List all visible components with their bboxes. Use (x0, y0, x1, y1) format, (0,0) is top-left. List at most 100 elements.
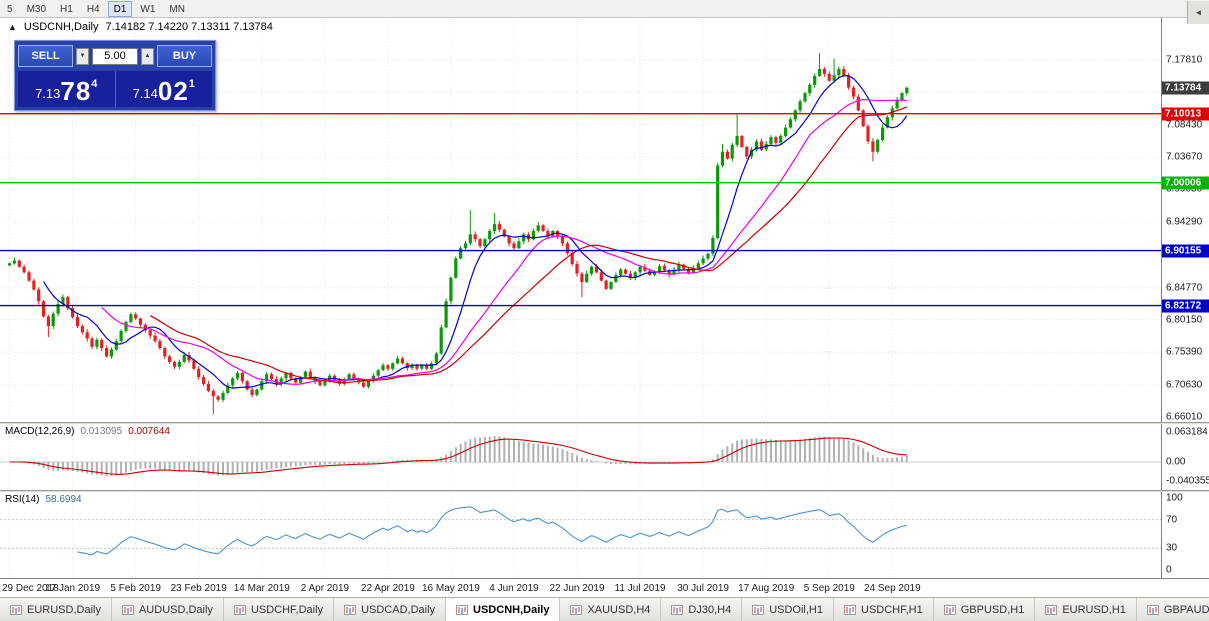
tab-label: XAUUSD,H4 (587, 603, 651, 616)
macd-main-value: 0.013095 (80, 426, 123, 437)
bid-price-big: 78 (60, 76, 92, 106)
date-label: 5 Sep 2019 (803, 583, 855, 594)
pane-divider-rsi[interactable] (0, 490, 1209, 492)
one-click-collapse-icon[interactable]: ▲ (8, 22, 17, 32)
tab-gbpusd-h1[interactable]: GBPUSD,H1 (933, 598, 1036, 621)
tab-label: USDCAD,Daily (361, 603, 436, 616)
pane-divider-macd[interactable] (0, 422, 1209, 424)
rsi-canvas[interactable] (0, 492, 1161, 578)
rsi-axis[interactable]: 100 70 30 0 (1161, 492, 1209, 578)
current-price-badge: 7.13784 (1162, 81, 1209, 95)
chart-tab-icon (844, 604, 856, 615)
price-tick-label: 6.94290 (1166, 216, 1203, 228)
ask-price-sup: 1 (188, 78, 195, 90)
period-button-mn[interactable]: MN (169, 3, 185, 15)
rsi-tick-label: 70 (1166, 514, 1178, 526)
price-tick-label: 6.99050 (1166, 183, 1203, 195)
date-label: 17 Aug 2019 (738, 583, 795, 594)
chart-tab-icon (10, 604, 22, 615)
chart-ohlc-header: ▲ USDCNH,Daily 7.14182 7.14220 7.13311 7… (8, 21, 273, 33)
chart-tab-bar: EURUSD,Daily AUDUSD,Daily USDCHF,Daily USDC… (0, 597, 1209, 621)
date-label: 14 Mar 2019 (233, 583, 290, 594)
ask-price-big: 02 (157, 76, 189, 106)
tab-usdchf-h1[interactable]: USDCHF,H1 (834, 598, 934, 621)
tab-usdcnh-daily[interactable]: USDCNH,Daily (446, 598, 561, 621)
price-tick-label: 6.75390 (1166, 346, 1203, 358)
tab-usdcad-daily[interactable]: USDCAD,Daily (334, 598, 447, 621)
macd-canvas[interactable] (0, 424, 1161, 490)
tab-usdchf-daily[interactable]: USDCHF,Daily (223, 598, 335, 621)
time-axis[interactable]: 29 Dec 2018 17 Jan 2019 5 Feb 2019 23 Feb 2… (0, 578, 1209, 597)
tab-audusd-daily[interactable]: AUDUSD,Daily (111, 598, 224, 621)
date-label: 4 Jun 2019 (489, 583, 539, 594)
rsi-tick-label: 0 (1166, 564, 1172, 576)
tab-eurusd-daily[interactable]: EURUSD,Daily (0, 598, 112, 621)
main-chart-pane[interactable]: ▲ USDCNH,Daily 7.14182 7.14220 7.13311 7… (0, 18, 1161, 422)
price-tick-label: 7.17810 (1166, 54, 1203, 66)
macd-signal-value: 0.007644 (128, 426, 170, 437)
candles-down (17, 66, 875, 415)
tab-scroll-left-button[interactable]: ◄ (1187, 1, 1209, 24)
volume-increase-button[interactable]: ▲ (141, 47, 154, 65)
price-tick-label: 6.84770 (1166, 282, 1203, 294)
chart-tab-icon (671, 604, 684, 615)
date-label: 16 May 2019 (421, 583, 480, 594)
tab-label: GBPAUD,H1 (1163, 603, 1209, 616)
macd-tick-label: 0.00 (1166, 456, 1186, 468)
tab-dj30-h4[interactable]: DJ30,H4 (661, 598, 743, 621)
sell-button[interactable]: SELL (18, 45, 73, 67)
volume-input[interactable] (92, 47, 138, 65)
chart-tab-icon (233, 604, 246, 615)
rsi-tick-label: 100 (1166, 492, 1183, 504)
tab-eurusd-h1[interactable]: EURUSD,H1 (1035, 598, 1137, 621)
bid-price-prefix: 7.13 (35, 86, 61, 101)
rsi-name: RSI(14) (5, 494, 40, 505)
tab-label: USDCHF,Daily (250, 603, 324, 616)
date-label: 2 Apr 2019 (300, 583, 350, 594)
rsi-value: 58.6994 (45, 494, 82, 505)
macd-axis[interactable]: 0.063184 0.00 -0.040355 (1161, 424, 1209, 490)
chart-tab-icon (570, 604, 583, 615)
period-button-d1[interactable]: D1 (107, 0, 133, 17)
tab-usdoil-h1[interactable]: USDOil,H1 (742, 598, 834, 621)
bid-ask-divider (114, 71, 116, 107)
tab-label: USDCHF,H1 (861, 603, 923, 616)
rsi-pane[interactable]: RSI(14) 58.6994 (0, 492, 1161, 578)
date-label: 29 Dec 2018 (2, 583, 59, 594)
rsi-grid (9, 492, 893, 578)
tab-label: EURUSD,H1 (1062, 603, 1126, 616)
date-label: 17 Jan 2019 (45, 583, 101, 594)
price-tick-label: 6.66010 (1166, 411, 1203, 423)
candles-up (8, 53, 909, 403)
price-line-badge: 6.82172 (1162, 299, 1209, 313)
macd-tick-label: -0.040355 (1166, 475, 1209, 487)
price-chart-canvas[interactable] (0, 18, 1161, 422)
date-label: 22 Jun 2019 (549, 583, 605, 594)
chart-tab-icon (943, 604, 956, 615)
tab-gbpaud-h1[interactable]: GBPAUD,H1 (1136, 598, 1209, 621)
price-tick-label: 7.03670 (1166, 151, 1203, 163)
period-button-h4[interactable]: H4 (86, 3, 100, 15)
macd-pane[interactable]: MACD(12,26,9) 0.013095 0.007644 (0, 424, 1161, 490)
buy-button[interactable]: BUY (157, 45, 212, 67)
price-line-badge: 7.10013 (1162, 107, 1209, 121)
tab-xauusd-h4[interactable]: XAUUSD,H4 (560, 598, 662, 621)
chart-symbol-label: USDCNH,Daily (23, 21, 99, 33)
volume-decrease-button[interactable]: ▼ (76, 47, 89, 65)
period-button-w1[interactable]: W1 (140, 3, 156, 15)
price-axis[interactable]: 7.178107.131907.084307.036706.990506.942… (1161, 18, 1209, 422)
price-line-badge: 6.90155 (1162, 244, 1209, 258)
date-label: 22 Apr 2019 (360, 583, 415, 594)
period-button-h1[interactable]: H1 (60, 3, 73, 15)
chart-tab-icon (1146, 604, 1159, 615)
date-label: 5 Feb 2019 (110, 583, 161, 594)
macd-tick-label: 0.063184 (1166, 426, 1208, 438)
period-button-m30[interactable]: M30 (26, 3, 47, 15)
chart-tab-icon (344, 604, 357, 615)
period-button-5[interactable]: 5 (7, 3, 13, 15)
ma-20-line (101, 98, 907, 385)
ma-8-line (42, 74, 908, 389)
tab-label: DJ30,H4 (688, 603, 732, 616)
rsi-tick-label: 30 (1166, 542, 1178, 554)
